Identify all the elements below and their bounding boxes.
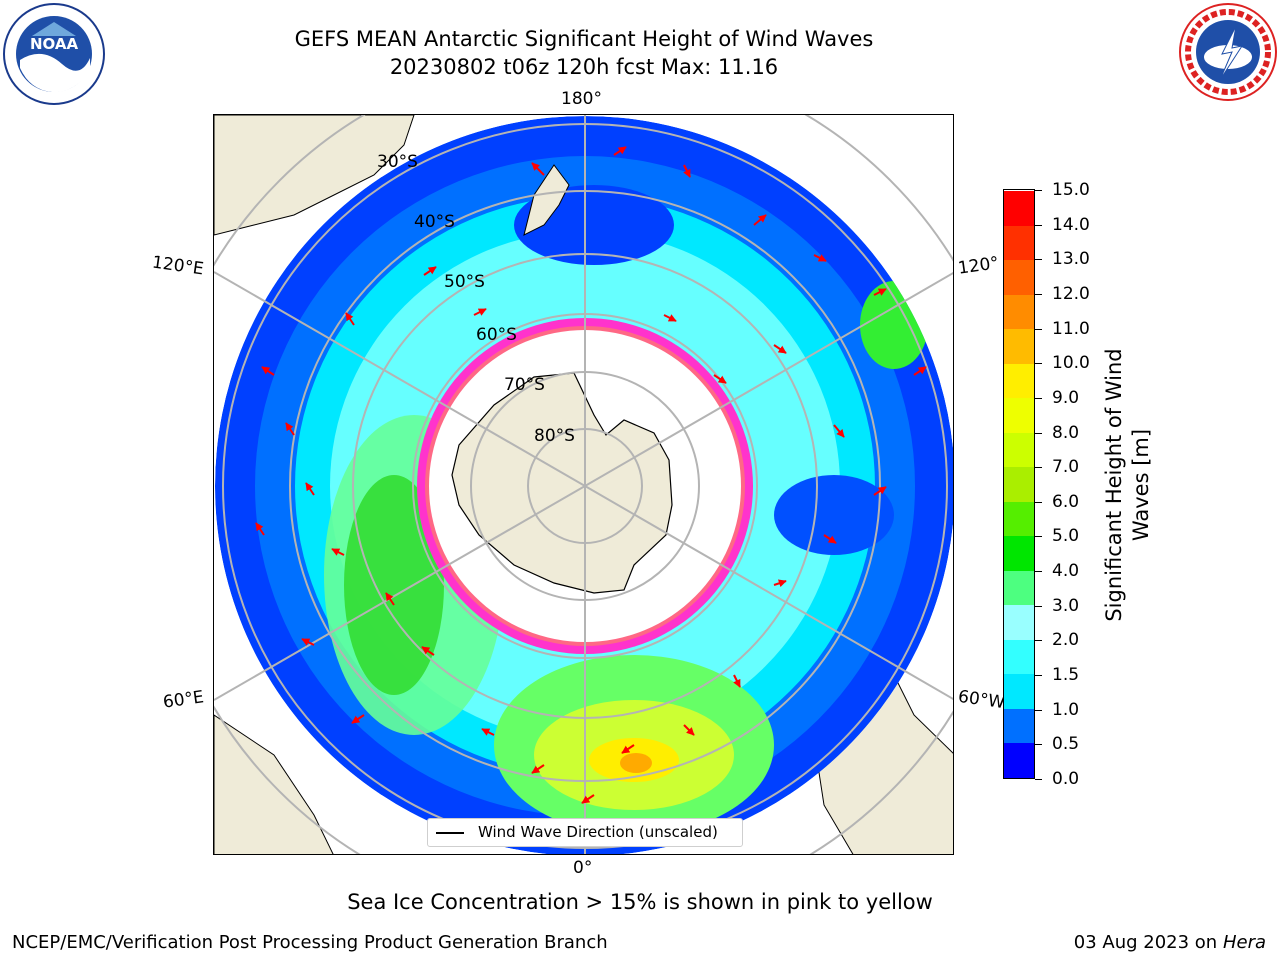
footer-branch: NCEP/EMC/Verification Post Processing Pr… — [12, 932, 608, 953]
land-new-zealand — [523, 164, 570, 236]
footer-date: 03 Aug 2023 on Hera — [1074, 932, 1266, 953]
chart-subtitle: 20230802 t06z 120h fcst Max: 11.16 — [389, 55, 779, 79]
noaa-logo: NOAA — [3, 3, 105, 105]
colorbar-tick — [1035, 224, 1042, 226]
colorbar-segment — [1004, 535, 1034, 571]
colorbar-tick — [1035, 744, 1042, 746]
colorbar-tick — [1035, 640, 1042, 642]
sea-ice-note: Sea Ice Concentration > 15% is shown in … — [347, 890, 933, 914]
colorbar-segment — [1004, 501, 1034, 537]
colorbar-tick — [1035, 605, 1042, 607]
colorbar-tick-label: 15.0 — [1052, 180, 1090, 200]
colorbar-segment — [1004, 708, 1034, 744]
colorbar-segment — [1004, 363, 1034, 399]
colorbar-segment — [1004, 225, 1034, 261]
lon-label-60w: 60°W — [956, 686, 1007, 714]
colorbar-tick — [1035, 779, 1042, 780]
colorbar-tick — [1035, 571, 1042, 573]
lat-label: 80°S — [534, 426, 575, 446]
land-australia — [214, 115, 415, 236]
legend-label: Wind Wave Direction (unscaled) — [478, 823, 718, 841]
colorbar-tick — [1035, 190, 1042, 191]
colorbar-tick — [1035, 709, 1042, 711]
wind-wave-arrows — [255, 146, 927, 804]
lon-label-120w: 120° — [956, 253, 1001, 279]
colorbar-segment — [1004, 742, 1034, 778]
colorbar-segment — [1004, 604, 1034, 640]
map-legend: Wind Wave Direction (unscaled) — [427, 818, 743, 847]
colorbar-tick-label: 1.5 — [1052, 665, 1080, 686]
lon-label-120e: 120°E — [150, 252, 205, 280]
polar-map: 30°S 40°S 50°S 60°S 70°S 80°S — [214, 115, 953, 854]
lon-label-0: 0° — [573, 858, 593, 878]
colorbar-segment — [1004, 397, 1034, 433]
colorbar-tick-label: 5.0 — [1052, 526, 1080, 547]
lat-label: 30°S — [377, 152, 418, 172]
svg-text:NOAA: NOAA — [30, 35, 79, 53]
colorbar-tick — [1035, 432, 1042, 434]
lat-label: 60°S — [476, 325, 517, 345]
colorbar-segment — [1004, 259, 1034, 295]
colorbar-tick — [1035, 536, 1042, 538]
colorbar-tick-label: 11.0 — [1052, 318, 1090, 339]
footer-date-text: 03 Aug 2023 on — [1073, 932, 1218, 953]
lon-label-180: 180° — [561, 89, 602, 109]
colorbar-segment — [1004, 639, 1034, 675]
colorbar-tick-label: 13.0 — [1052, 249, 1090, 270]
colorbar-tick-label: 3.0 — [1052, 595, 1080, 616]
colorbar — [1003, 189, 1035, 779]
colorbar-tick — [1035, 259, 1042, 261]
colorbar-segment — [1004, 466, 1034, 502]
lat-label: 70°S — [504, 375, 545, 395]
colorbar-segment — [1004, 432, 1034, 468]
colorbar-tick-label: 12.0 — [1052, 283, 1090, 304]
colorbar-segment — [1004, 570, 1034, 606]
colorbar-tick-label: 0.0 — [1052, 769, 1080, 789]
colorbar-tick — [1035, 397, 1042, 399]
colorbar-tick-label: 14.0 — [1052, 214, 1090, 235]
nws-logo — [1179, 3, 1277, 101]
legend-line-swatch — [436, 832, 464, 834]
colorbar-tick — [1035, 501, 1042, 503]
colorbar-tick — [1035, 363, 1042, 365]
colorbar-segment — [1004, 190, 1034, 226]
colorbar-tick-label: 4.0 — [1052, 561, 1080, 582]
colorbar-tick-label: 0.5 — [1052, 734, 1080, 755]
map-panel: 30°S 40°S 50°S 60°S 70°S 80°S — [213, 114, 954, 855]
colorbar-tick — [1035, 675, 1042, 677]
lat-label: 40°S — [414, 212, 455, 232]
colorbar-tick-label: 10.0 — [1052, 353, 1090, 374]
colorbar-tick-label: 9.0 — [1052, 387, 1080, 408]
colorbar-tick — [1035, 328, 1042, 330]
colorbar-segment — [1004, 673, 1034, 709]
colorbar-segment — [1004, 294, 1034, 330]
colorbar-segment — [1004, 328, 1034, 364]
lat-label: 50°S — [444, 272, 485, 292]
colorbar-tick-label: 6.0 — [1052, 491, 1080, 512]
footer-machine: Hera — [1222, 932, 1266, 953]
colorbar-tick-label: 1.0 — [1052, 699, 1080, 720]
colorbar-tick — [1035, 293, 1042, 295]
colorbar-title: Significant Height of Wind Waves [m] — [1102, 348, 1153, 622]
chart-title: GEFS MEAN Antarctic Significant Height o… — [294, 27, 874, 51]
lon-label-60e: 60°E — [161, 687, 206, 713]
colorbar-tick-label: 8.0 — [1052, 422, 1080, 443]
colorbar-tick-label: 2.0 — [1052, 630, 1080, 651]
colorbar-tick — [1035, 467, 1042, 469]
colorbar-tick-label: 7.0 — [1052, 457, 1080, 478]
